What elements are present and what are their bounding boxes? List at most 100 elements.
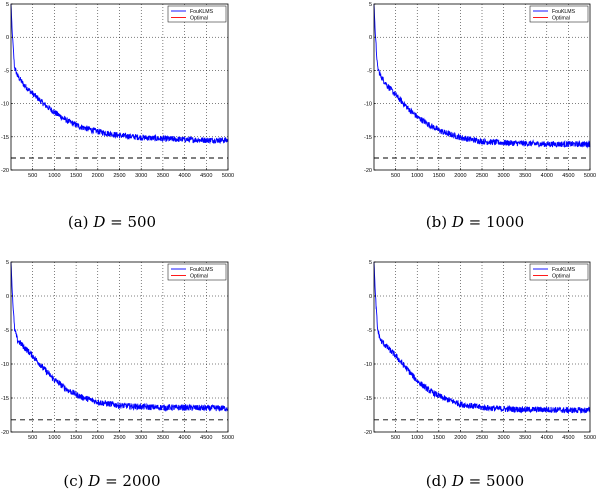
- legend-entry: FouKLMS: [190, 267, 214, 273]
- x-tick-label: 5000: [222, 173, 234, 179]
- y-tick-label: -5: [4, 328, 9, 334]
- x-tick-label: 5000: [584, 173, 596, 179]
- x-tick-label: 2000: [92, 173, 104, 179]
- chart-panel-1: 500 1000 1500 2000 2500 3000 3500 4000 4500 5000 5…: [364, 2, 596, 231]
- legend-box: [167, 263, 227, 281]
- caption-value: 1000: [486, 213, 524, 231]
- x-tick-label: 1500: [70, 173, 82, 179]
- chart-panel-0: 500 1000 1500 2000 2500 3000 3500 4000 4500 50005…: [1, 2, 234, 231]
- caption-variable: D: [451, 213, 464, 231]
- legend-box: [529, 5, 589, 23]
- y-tick-label: -20: [1, 168, 9, 174]
- x-tick-label: 3000: [135, 435, 147, 441]
- y-tick-label: -5: [4, 68, 9, 74]
- y-tick-label: 5: [369, 2, 372, 8]
- panel-caption: (d) D = 5000: [426, 472, 524, 490]
- x-tick-label: 2500: [476, 173, 488, 179]
- caption-equals: =: [105, 213, 127, 231]
- x-tick-label: 5000: [584, 435, 596, 441]
- x-tick-label: 3000: [497, 435, 509, 441]
- x-tick-label: 4500: [200, 173, 212, 179]
- y-tick-label: -10: [364, 362, 372, 368]
- y-tick-label: -5: [367, 328, 372, 334]
- y-tick-label: -15: [364, 396, 372, 402]
- y-tick-label: -10: [1, 362, 9, 368]
- y-tick-label: 0: [369, 35, 372, 41]
- x-tick-label: 2000: [454, 173, 466, 179]
- legend-entry: Optimal: [190, 16, 208, 22]
- x-tick-label: 3500: [519, 173, 531, 179]
- x-tick-label: 1000: [411, 173, 423, 179]
- x-tick-label: 5000: [222, 435, 234, 441]
- x-tick-label: 1000: [48, 435, 60, 441]
- caption-label: (b): [426, 213, 452, 231]
- x-tick-label: 4000: [541, 173, 553, 179]
- x-tick-label: 1000: [48, 173, 60, 179]
- y-tick-label: 0: [369, 294, 372, 300]
- x-tick-label: 2500: [476, 435, 488, 441]
- x-tick-label: 3500: [157, 173, 169, 179]
- x-tick-label: 500: [28, 435, 37, 441]
- caption-equals: =: [100, 472, 122, 490]
- x-tick-label: 4000: [178, 435, 190, 441]
- caption-label: (c): [63, 472, 88, 490]
- x-tick-label: 500: [28, 173, 37, 179]
- y-tick-label: 5: [6, 260, 9, 266]
- caption-value: 500: [127, 213, 156, 231]
- y-tick-label: -15: [364, 135, 372, 141]
- x-tick-label: 2500: [113, 173, 125, 179]
- y-tick-label: 5: [369, 260, 372, 266]
- series-line-FouKLMS: [10, 261, 229, 413]
- x-tick-label: 2000: [454, 435, 466, 441]
- x-tick-label: 3500: [519, 435, 531, 441]
- x-tick-label: 1500: [433, 173, 445, 179]
- x-tick-label: 4500: [562, 173, 574, 179]
- y-tick-label: -20: [364, 430, 372, 436]
- x-tick-label: 4500: [562, 435, 574, 441]
- panel-caption: (b) D = 1000: [426, 213, 524, 231]
- chart-panel-2: 500 1000 1500 2000 2500 3000 3500 4000 4500 5000 5…: [1, 260, 234, 490]
- x-tick-label: 4000: [541, 435, 553, 441]
- x-tick-label: 3000: [497, 173, 509, 179]
- legend-entry: Optimal: [552, 16, 570, 22]
- y-tick-label: -10: [1, 102, 9, 108]
- y-tick-label: 5: [6, 2, 9, 8]
- x-tick-label: 1500: [70, 435, 82, 441]
- y-tick-label: -10: [364, 102, 372, 108]
- caption-equals: =: [464, 213, 486, 231]
- y-tick-label: -15: [1, 135, 9, 141]
- x-tick-label: 500: [391, 435, 400, 441]
- legend-entry: Optimal: [190, 274, 208, 280]
- series-line-FouKLMS: [373, 261, 591, 415]
- caption-variable: D: [87, 472, 100, 490]
- caption-variable: D: [451, 472, 464, 490]
- series-line-FouKLMS: [373, 3, 591, 149]
- y-tick-label: 0: [6, 294, 9, 300]
- caption-value: 5000: [486, 472, 524, 490]
- x-tick-label: 4500: [200, 435, 212, 441]
- caption-label: (d): [426, 472, 452, 490]
- caption-value: 2000: [122, 472, 160, 490]
- y-tick-label: -20: [364, 168, 372, 174]
- x-tick-label: 1000: [411, 435, 423, 441]
- x-tick-label: 2500: [113, 435, 125, 441]
- chart-panel-3: 500 1000 1500 2000 2500 3000 3500 4000 4500 5000 5…: [364, 260, 596, 490]
- legend-box: [529, 263, 589, 281]
- panel-caption: (a) D = 500: [68, 213, 156, 231]
- y-tick-label: -5: [367, 68, 372, 74]
- series-line-FouKLMS: [10, 3, 229, 145]
- y-tick-label: -15: [1, 396, 9, 402]
- panel-caption: (c) D = 2000: [63, 472, 160, 490]
- legend-entry: FouKLMS: [552, 9, 576, 15]
- legend-entry: FouKLMS: [552, 267, 576, 273]
- caption-label: (a): [68, 213, 93, 231]
- x-tick-label: 4000: [178, 173, 190, 179]
- x-tick-label: 3000: [135, 173, 147, 179]
- y-tick-label: 0: [6, 35, 9, 41]
- y-tick-label: -20: [1, 430, 9, 436]
- x-tick-label: 500: [391, 173, 400, 179]
- legend-box: [167, 5, 227, 23]
- x-tick-label: 1500: [433, 435, 445, 441]
- caption-variable: D: [92, 213, 105, 231]
